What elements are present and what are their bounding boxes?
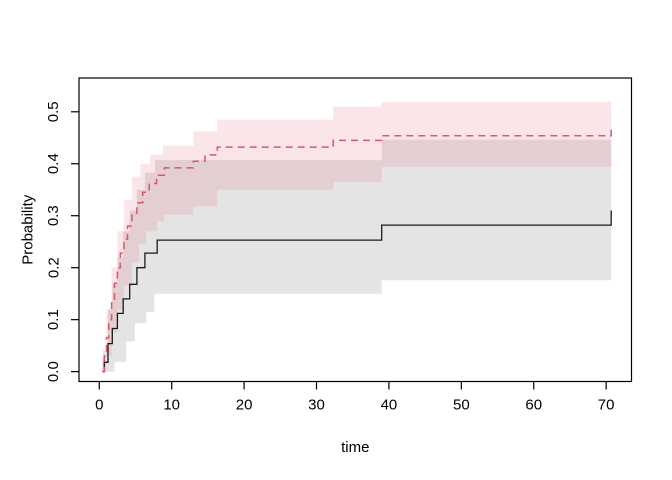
x-tick-label: 20 bbox=[236, 397, 253, 414]
ci-band-black bbox=[102, 139, 612, 372]
y-tick-label: 0.3 bbox=[45, 205, 62, 226]
y-tick-label: 0.4 bbox=[45, 153, 62, 174]
ci-band-red bbox=[102, 101, 612, 372]
x-tick-label: 70 bbox=[598, 397, 615, 414]
y-tick-label: 0.1 bbox=[45, 309, 62, 330]
x-tick-label: 50 bbox=[453, 397, 470, 414]
x-tick-label: 60 bbox=[525, 397, 542, 414]
cif-solid-black bbox=[102, 210, 612, 373]
x-tick-label: 40 bbox=[381, 397, 398, 414]
x-axis-title: time bbox=[341, 439, 369, 456]
y-axis-title: Probability bbox=[19, 194, 36, 265]
cif-dashed-red bbox=[102, 129, 612, 373]
plot-frame bbox=[78, 77, 633, 383]
y-tick-label: 0.5 bbox=[45, 101, 62, 122]
x-tick-label: 0 bbox=[95, 397, 103, 414]
x-tick-label: 10 bbox=[163, 397, 180, 414]
y-tick-label: 0.0 bbox=[45, 361, 62, 382]
y-tick-label: 0.2 bbox=[45, 257, 62, 278]
x-tick-label: 30 bbox=[308, 397, 325, 414]
